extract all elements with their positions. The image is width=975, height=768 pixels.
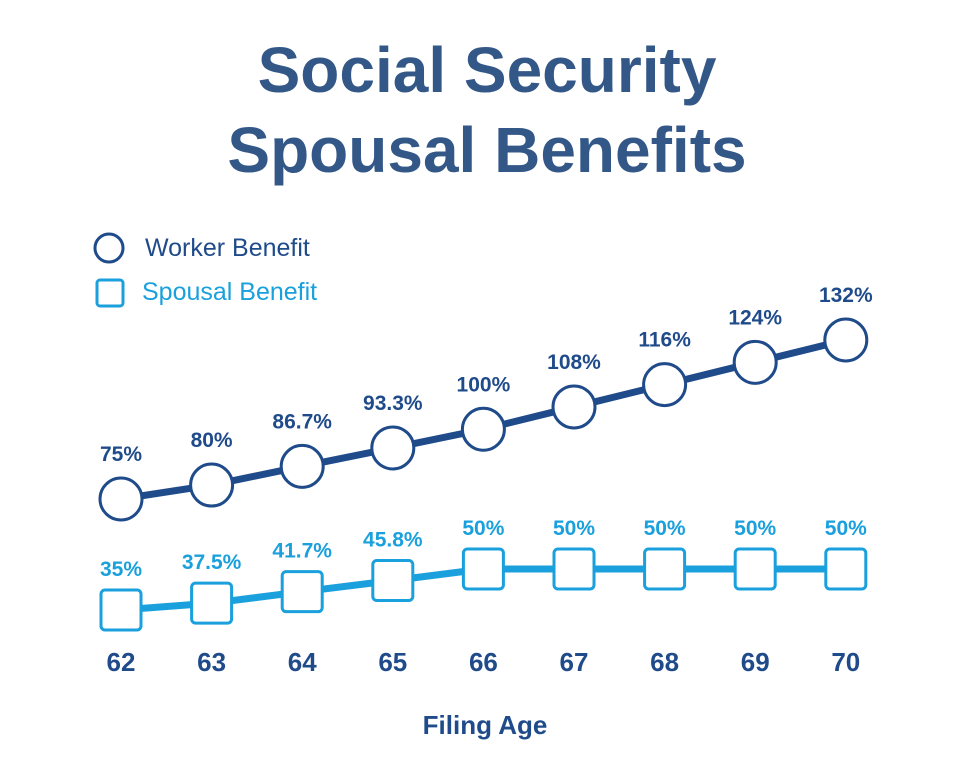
worker-point (551, 384, 597, 430)
x-tick-label: 68 (650, 647, 679, 677)
worker-data-label: 132% (819, 284, 873, 307)
worker-data-label: 80% (191, 429, 233, 452)
plot-area: 35% 37.5% 41.7% 45.8% 50% 50% 50% 50% 50% 75% 80% 8… (98, 284, 873, 677)
x-tick-label: 64 (288, 647, 317, 677)
worker-point (370, 425, 416, 471)
worker-data-label: 93.3% (363, 392, 423, 415)
legend-spousal-label: Spousal Benefit (142, 278, 317, 306)
spousal-data-label: 50% (644, 517, 686, 540)
worker-point (642, 362, 688, 408)
x-tick-label: 65 (378, 647, 407, 677)
spousal-point (643, 547, 687, 591)
worker-point (98, 476, 144, 522)
worker-data-label: 86.7% (272, 410, 332, 433)
x-tick-label: 63 (197, 647, 226, 677)
spousal-point (552, 547, 596, 591)
x-tick-label: 70 (831, 647, 860, 677)
spousal-data-label: 50% (734, 517, 776, 540)
spousal-point (371, 558, 415, 602)
worker-data-label: 100% (457, 373, 511, 396)
worker-data-label: 116% (638, 329, 691, 352)
spousal-data-label: 50% (825, 517, 867, 540)
legend-spousal-marker (95, 278, 125, 308)
spousal-point (99, 588, 143, 632)
worker-data-label: 108% (547, 351, 601, 374)
chart-title-line-2: Spousal Benefits (227, 114, 746, 186)
legend-worker-marker (93, 232, 125, 264)
legend-worker-label: Worker Benefit (145, 234, 310, 262)
spousal-point (280, 570, 324, 614)
x-tick-label: 66 (469, 647, 498, 677)
spousal-point (190, 581, 234, 625)
spousal-data-label: 41.7% (272, 540, 332, 563)
worker-data-label: 124% (728, 306, 782, 329)
legend: Worker Benefit Spousal Benefit (93, 232, 317, 308)
x-axis-label: Filing Age (423, 710, 548, 740)
worker-point (189, 462, 235, 508)
x-tick-label: 67 (560, 647, 589, 677)
worker-point (823, 317, 869, 363)
spousal-data-label: 45.8% (363, 528, 423, 551)
worker-point (460, 406, 506, 452)
x-tick-label: 62 (107, 647, 136, 677)
spousal-point (824, 547, 868, 591)
worker-point (279, 443, 325, 489)
spousal-data-label: 35% (100, 558, 142, 581)
worker-point (732, 339, 778, 385)
worker-data-label: 75% (100, 443, 142, 466)
spousal-data-label: 50% (553, 517, 595, 540)
spousal-point (733, 547, 777, 591)
chart-title-line-1: Social Security (258, 34, 717, 106)
spousal-point (461, 547, 505, 591)
spousal-data-label: 37.5% (182, 551, 242, 574)
x-tick-label: 69 (741, 647, 770, 677)
spousal-data-label: 50% (462, 517, 504, 540)
